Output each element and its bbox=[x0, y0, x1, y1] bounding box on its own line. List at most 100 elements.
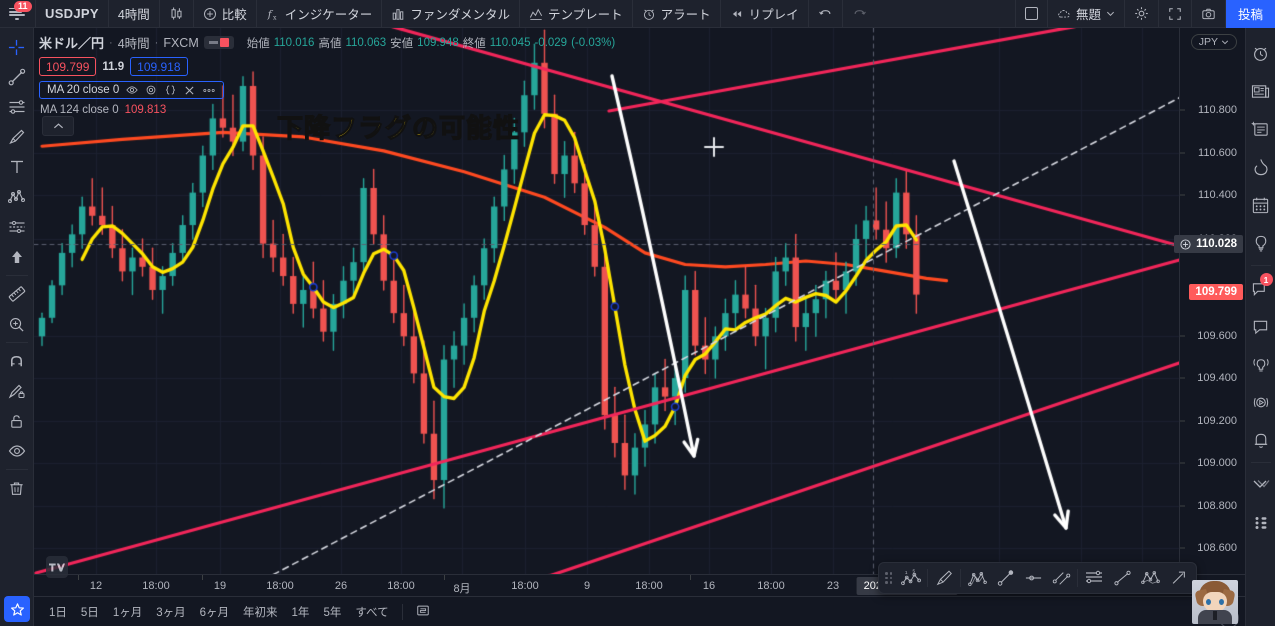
horizontal-lines-tool-float[interactable] bbox=[1080, 564, 1108, 592]
collapse-pane-button[interactable] bbox=[1246, 466, 1275, 504]
tradingview-logo-icon bbox=[49, 563, 65, 571]
price-tick bbox=[1180, 109, 1185, 111]
pattern-icon bbox=[7, 190, 25, 203]
zoom-in-tool[interactable] bbox=[0, 309, 34, 339]
stream-button[interactable] bbox=[1246, 383, 1275, 421]
gear-icon[interactable] bbox=[145, 84, 157, 96]
chart-area[interactable]: 米ドル／円 · 4時間 · FXCM 始値 110.016 高値 110.063… bbox=[34, 28, 1245, 626]
trendline-tool[interactable] bbox=[0, 62, 34, 92]
arrow-up-tool[interactable] bbox=[0, 242, 34, 272]
magnet-tool[interactable] bbox=[0, 346, 34, 376]
timezone-button[interactable] bbox=[409, 601, 437, 623]
news-button[interactable] bbox=[1246, 72, 1275, 110]
patterns-tool[interactable] bbox=[0, 182, 34, 212]
measure-tool[interactable] bbox=[0, 279, 34, 309]
layout-select-button[interactable] bbox=[1016, 0, 1048, 28]
brush-tool[interactable] bbox=[0, 122, 34, 152]
timeframe-button[interactable]: 1ヶ月 bbox=[112, 606, 143, 619]
chat-button[interactable]: 1 bbox=[1246, 269, 1275, 307]
hide-drawings-tool[interactable] bbox=[0, 436, 34, 466]
timeframe-button[interactable]: 1日 bbox=[49, 606, 67, 619]
main-menu-button[interactable]: 11 bbox=[0, 0, 36, 28]
timeframe-button[interactable]: すべて bbox=[355, 606, 389, 619]
legend-style-toggle[interactable] bbox=[203, 36, 234, 49]
pitchfork-tool[interactable] bbox=[963, 564, 991, 592]
time-label: 18:00 bbox=[142, 580, 170, 592]
candlestick-icon bbox=[171, 7, 182, 20]
ask-price[interactable]: 109.918 bbox=[130, 57, 188, 76]
interval-button[interactable]: 4時間 bbox=[109, 0, 160, 28]
bid-price[interactable]: 109.799 bbox=[39, 57, 97, 76]
compare-button[interactable]: 比較 bbox=[194, 0, 257, 28]
ma20-legend-row[interactable]: MA 20 close 0 bbox=[39, 81, 225, 99]
comments-button[interactable] bbox=[1246, 307, 1275, 345]
legend-interval: 4時間 bbox=[117, 37, 150, 51]
publish-button[interactable]: 投稿 bbox=[1225, 0, 1275, 28]
parallel-channel-icon bbox=[1052, 572, 1070, 585]
calendar-button[interactable] bbox=[1246, 186, 1275, 224]
chart-annotation-text[interactable]: 下降フラグの可能性 bbox=[276, 113, 521, 144]
favorites-drawings-button[interactable] bbox=[4, 596, 30, 622]
crosshair-tool[interactable] bbox=[0, 32, 34, 62]
remove-drawings-tool[interactable] bbox=[0, 473, 34, 503]
ray-tool[interactable] bbox=[1108, 564, 1136, 592]
timeframe-button[interactable]: 年初来 bbox=[243, 606, 278, 619]
price-chart-canvas[interactable] bbox=[34, 28, 1245, 626]
watchlist-clock-button[interactable] bbox=[1246, 34, 1275, 72]
fullscreen-button[interactable] bbox=[1159, 0, 1192, 28]
drawing-mode-tool[interactable] bbox=[0, 376, 34, 406]
symbol-search-button[interactable]: USDJPY bbox=[36, 0, 109, 28]
elliott-wave-icon: 1 5 bbox=[900, 569, 921, 585]
timeframe-button[interactable]: 5年 bbox=[323, 606, 342, 619]
hotlist-button[interactable] bbox=[1246, 148, 1275, 186]
source-code-icon[interactable] bbox=[164, 84, 177, 96]
timeframe-button[interactable]: 3ヶ月 bbox=[156, 606, 186, 619]
redo-button[interactable] bbox=[843, 0, 876, 28]
lock-drawings-tool[interactable] bbox=[0, 406, 34, 436]
alerts-button[interactable] bbox=[1246, 421, 1275, 459]
ideas-button[interactable] bbox=[1246, 224, 1275, 262]
save-layout-button[interactable]: 無題 bbox=[1048, 0, 1125, 28]
zigzag-tool[interactable] bbox=[1136, 564, 1164, 592]
notes-button[interactable] bbox=[1246, 110, 1275, 148]
price-axis[interactable]: JPY 110.800110.600110.400110.200109.6001… bbox=[1174, 28, 1245, 596]
eye-icon[interactable] bbox=[126, 84, 138, 96]
float-divider-3 bbox=[1077, 569, 1078, 587]
fundamental-button[interactable]: ファンダメンタル bbox=[382, 0, 520, 28]
time-label: 9 bbox=[583, 580, 591, 592]
arrow-tool[interactable] bbox=[1164, 564, 1192, 592]
trendline-tool-float[interactable] bbox=[991, 564, 1019, 592]
timeframe-button[interactable]: 6ヶ月 bbox=[199, 606, 230, 619]
last-price-label[interactable]: 109.799 bbox=[1189, 284, 1243, 300]
more-icon[interactable] bbox=[202, 88, 216, 93]
chevron-down-icon bbox=[1221, 40, 1229, 45]
chart-type-button[interactable] bbox=[160, 0, 194, 28]
currency-unit-selector[interactable]: JPY bbox=[1190, 34, 1237, 50]
templates-button[interactable]: テンプレート bbox=[520, 0, 633, 28]
float-divider-2 bbox=[960, 569, 961, 587]
horizontal-lines-tool[interactable] bbox=[0, 92, 34, 122]
elliott-wave-tool[interactable]: 1 5 bbox=[897, 564, 925, 592]
parallel-channel-tool[interactable] bbox=[1047, 564, 1075, 592]
forecast-tool[interactable] bbox=[0, 212, 34, 242]
drag-handle[interactable] bbox=[885, 572, 892, 584]
more-options-button[interactable] bbox=[1246, 504, 1275, 542]
timeframe-button[interactable]: 5日 bbox=[80, 606, 99, 619]
time-label: 16 bbox=[702, 580, 716, 592]
text-tool[interactable] bbox=[0, 152, 34, 182]
collapse-legend-button[interactable] bbox=[42, 116, 74, 136]
legend-symbol-title[interactable]: 米ドル／円 bbox=[39, 36, 105, 51]
timeframe-button[interactable]: 1年 bbox=[291, 606, 310, 619]
indicators-button[interactable]: f x インジケーター bbox=[257, 0, 383, 28]
alert-button[interactable]: アラート bbox=[633, 0, 721, 28]
ma124-legend-row[interactable]: MA 124 close 0 109.813 bbox=[39, 104, 615, 116]
undo-button[interactable] bbox=[809, 0, 843, 28]
broadcast-button[interactable] bbox=[1246, 345, 1275, 383]
snapshot-button[interactable] bbox=[1192, 0, 1226, 28]
close-icon[interactable] bbox=[184, 85, 195, 96]
horizontal-ray-tool[interactable] bbox=[1019, 564, 1047, 592]
settings-button[interactable] bbox=[1125, 0, 1159, 28]
brush-tool-float[interactable] bbox=[930, 564, 958, 592]
ohlc-low-label: 安値 bbox=[390, 37, 414, 50]
replay-button[interactable]: リプレイ bbox=[721, 0, 809, 28]
